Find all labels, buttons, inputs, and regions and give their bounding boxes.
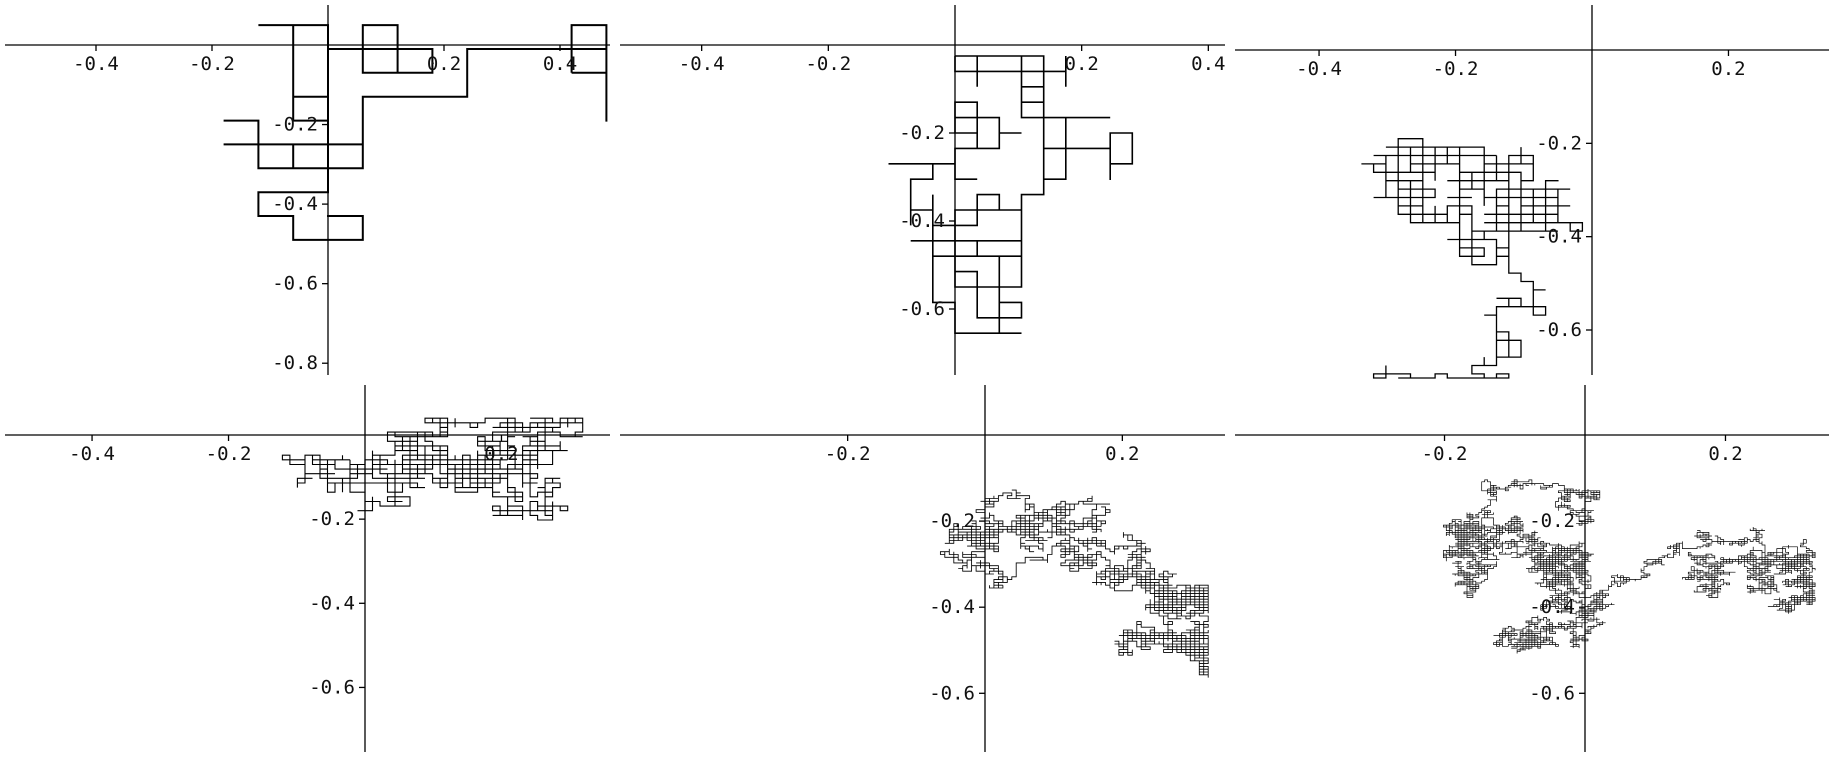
y-tick-label-top-left-0: -0.2 bbox=[272, 114, 318, 136]
y-tick-label-top-right-2: -0.6 bbox=[1536, 319, 1582, 341]
walk-series-bottom-right bbox=[1443, 479, 1816, 654]
x-tick-label-top-center-2: 0.2 bbox=[1065, 53, 1099, 75]
x-tick-label-top-center-3: 0.4 bbox=[1191, 53, 1225, 75]
x-tick-label-bottom-left-1: -0.2 bbox=[206, 443, 252, 465]
x-tick-label-bottom-left-0: -0.4 bbox=[69, 443, 115, 465]
y-tick-label-bottom-left-2: -0.6 bbox=[309, 676, 355, 698]
y-tick-label-top-center-0: -0.2 bbox=[899, 122, 945, 144]
x-tick-label-top-center-0: -0.4 bbox=[679, 53, 725, 75]
y-tick-label-bottom-right-2: -0.6 bbox=[1529, 682, 1575, 704]
y-tick-label-bottom-right-1: -0.4 bbox=[1529, 596, 1575, 618]
x-tick-label-bottom-center-0: -0.2 bbox=[825, 443, 871, 465]
y-tick-label-top-right-0: -0.2 bbox=[1536, 132, 1582, 154]
x-tick-label-bottom-center-1: 0.2 bbox=[1105, 443, 1139, 465]
x-tick-label-bottom-right-1: 0.2 bbox=[1708, 443, 1742, 465]
y-tick-label-bottom-center-1: -0.4 bbox=[929, 596, 975, 618]
x-tick-label-top-left-1: -0.2 bbox=[189, 53, 235, 75]
y-tick-label-top-center-2: -0.6 bbox=[899, 298, 945, 320]
x-tick-label-top-left-3: 0.4 bbox=[543, 53, 577, 75]
y-tick-label-top-left-3: -0.8 bbox=[272, 352, 318, 374]
x-tick-label-top-center-1: -0.2 bbox=[805, 53, 851, 75]
y-tick-label-top-center-1: -0.4 bbox=[899, 210, 945, 232]
y-tick-label-bottom-left-0: -0.2 bbox=[309, 508, 355, 530]
y-tick-label-top-left-2: -0.6 bbox=[272, 273, 318, 295]
y-tick-label-bottom-center-2: -0.6 bbox=[929, 682, 975, 704]
x-tick-label-top-left-2: 0.2 bbox=[427, 53, 461, 75]
x-tick-label-top-right-2: 0.2 bbox=[1711, 58, 1745, 80]
x-tick-label-bottom-left-2: 0.2 bbox=[484, 443, 518, 465]
panel-bottom-right: -0.2 0.2 -0.2 -0.4 -0.6 bbox=[1235, 385, 1829, 752]
x-tick-label-top-right-0: -0.4 bbox=[1296, 58, 1342, 80]
panel-bottom-left: -0.4 -0.2 0.2 -0.2 -0.4 -0.6 bbox=[5, 385, 610, 752]
walk-series-bottom-left bbox=[281, 417, 584, 521]
x-tick-label-bottom-right-0: -0.2 bbox=[1422, 443, 1468, 465]
walk-series-top-right bbox=[1361, 138, 1584, 379]
x-tick-label-top-right-1: -0.2 bbox=[1433, 58, 1479, 80]
walk-series-top-center bbox=[888, 55, 1134, 334]
y-tick-label-bottom-right-0: -0.2 bbox=[1529, 510, 1575, 532]
y-tick-label-top-right-1: -0.4 bbox=[1536, 226, 1582, 248]
panel-bottom-center: -0.2 0.2 -0.2 -0.4 -0.6 bbox=[620, 385, 1225, 752]
walk-series-bottom-center bbox=[939, 489, 1209, 678]
x-tick-label-top-left-0: -0.4 bbox=[73, 53, 119, 75]
y-tick-label-bottom-center-0: -0.2 bbox=[929, 510, 975, 532]
panel-top-center: -0.4 -0.2 0.2 0.4 -0.2 -0.4 -0.6 bbox=[620, 5, 1225, 375]
y-tick-label-bottom-left-1: -0.4 bbox=[309, 592, 355, 614]
panel-top-left: -0.4 -0.2 0.2 0.4 -0.2 -0.4 -0.6 -0.8 bbox=[5, 5, 610, 375]
y-tick-label-top-left-1: -0.4 bbox=[272, 193, 318, 215]
panel-top-right: -0.4 -0.2 0.2 -0.2 -0.4 -0.6 bbox=[1235, 5, 1829, 379]
